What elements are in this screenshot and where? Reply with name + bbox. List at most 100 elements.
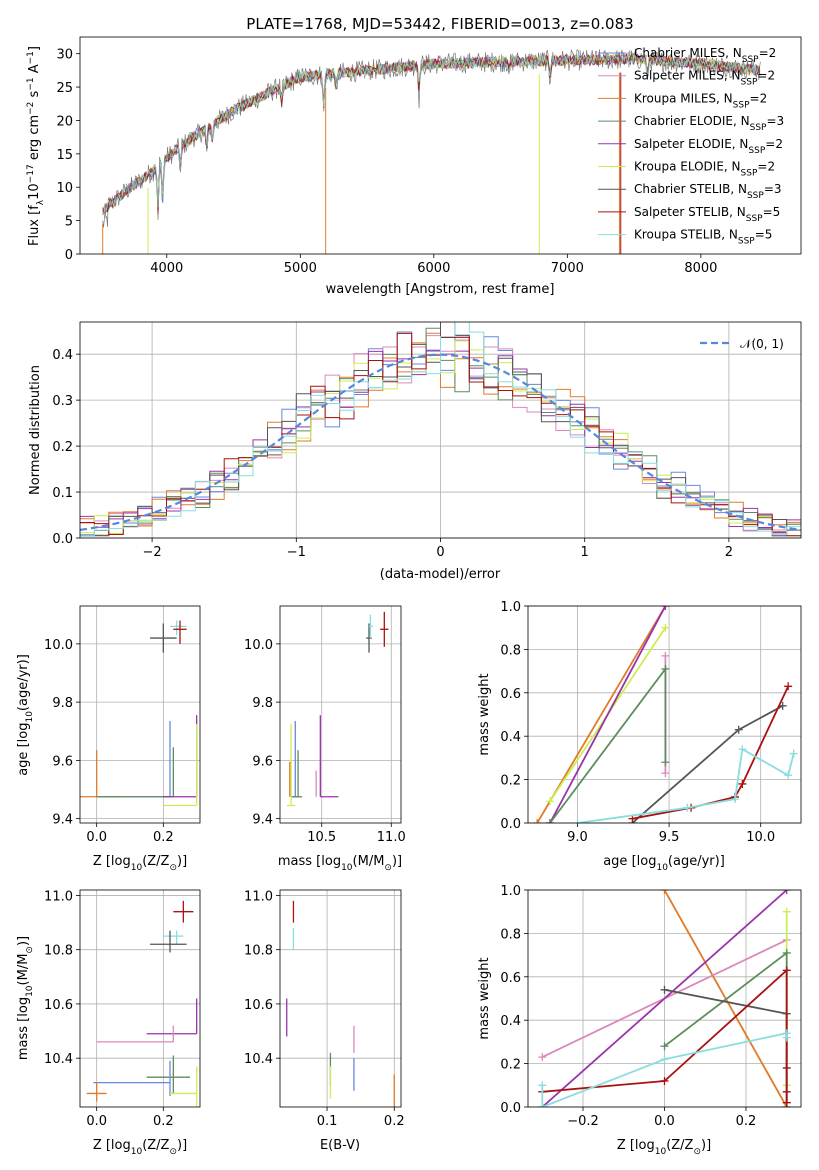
mass-weight-marker [661, 758, 670, 767]
y-tick-label: 0.0 [500, 1101, 521, 1116]
y-tick-label: 0.4 [500, 1014, 521, 1029]
y-tick-label: 20 [56, 114, 73, 129]
x-tick-label: 6000 [417, 261, 450, 276]
y-tick-label: 1.0 [500, 884, 521, 899]
axes-frame [79, 605, 201, 824]
mass-weight-marker [782, 966, 791, 975]
legend-entry: Chabrier ELODIE, NSSP=3 [634, 114, 784, 133]
mass_vs_Z-grid [80, 890, 200, 1107]
y-tick-label: 0.2 [52, 440, 73, 455]
legend-entry: Kroupa STELIB, NSSP=5 [634, 228, 772, 247]
mass-weight-marker [782, 948, 791, 957]
mass-weight-marker [661, 623, 670, 632]
mass-weight-marker [661, 651, 670, 660]
massweight_vs_age-plot-area [533, 606, 798, 823]
mass-weight-line [631, 705, 784, 823]
y-tick-label: 1.0 [500, 600, 521, 615]
x-tick-label: 9.0 [567, 830, 588, 845]
y-tick-label: 0.8 [500, 927, 521, 942]
mass_vs_Z-axes: 0.0 0.2 10.4 10.6 10.8 11.0 Z [log10(Z/Z⊙)] mas… [16, 889, 201, 1157]
x-tick-label: 4000 [150, 261, 183, 276]
y-tick-label: 10.0 [244, 638, 273, 653]
y-tick-label: 0.4 [52, 348, 73, 363]
mass-weight-marker [660, 1076, 669, 1085]
y-tick-label: 9.4 [252, 813, 273, 828]
massweight-age-x-label: age [log10(age/yr)] [603, 854, 725, 873]
axes-frame [79, 889, 201, 1108]
x-tick-label: −2 [143, 545, 162, 560]
y-tick-label: 10.4 [244, 1052, 273, 1067]
y-tick-label: 0.4 [500, 730, 521, 745]
axes-frame [79, 321, 802, 539]
x-tick-label: 5000 [284, 261, 317, 276]
x-tick-label: 0.0 [86, 830, 107, 845]
normal-curve [80, 353, 801, 531]
legend-entry: Salpeter MILES, NSSP=2 [634, 69, 775, 88]
mass-weight-marker [782, 1087, 791, 1096]
mass-weight-marker [661, 769, 670, 778]
massweight_vs_Z-axes: −0.2 0.0 0.2 0.0 0.2 0.4 0.6 0.8 1.0 Z [log10(Z/Z… [477, 884, 802, 1157]
mass_vs_ebv-plot-area [286, 900, 395, 1107]
mass-weight-marker [731, 795, 740, 804]
axes-frame [279, 605, 402, 824]
age_vs_Z-x-label: Z [log10(Z/Z⊙)] [93, 854, 187, 873]
massweight_vs_age-axes: 9.0 9.5 10.0 0.0 0.2 0.4 0.6 0.8 1.0 age [log10(a… [477, 600, 802, 873]
y-tick-label: 15 [56, 148, 73, 163]
y-tick-label: 0.2 [500, 1058, 521, 1073]
y-tick-label: 0.6 [500, 687, 521, 702]
mass-weight-line [632, 685, 790, 820]
age_vs_Z-axes: 0.0 0.2 9.4 9.6 9.8 10.0 Z [log10(Z/Z⊙)] age [l… [16, 605, 201, 873]
age_vs_mass-plot-area [286, 611, 389, 807]
mass-weight-marker [660, 1055, 669, 1064]
mass-weight-marker [782, 1063, 791, 1072]
spectrum-plot-area [102, 47, 761, 254]
axes-frame [527, 605, 802, 824]
mass_vs_ebv-axes: 0.1 0.2 10.4 10.6 10.8 11.0 E(B-V) [244, 889, 405, 1153]
y-tick-label: 10.8 [244, 944, 273, 959]
ebv-x-label: E(B-V) [320, 1138, 360, 1153]
age_vs_mass-axes: 10.5 11.0 9.4 9.6 9.8 10.0 mass [log10(M/M⊙)] [244, 605, 406, 873]
x-tick-label: 9.5 [659, 830, 680, 845]
y-tick-label: 10.6 [244, 998, 273, 1013]
spectrum-y-label: Flux [fλ10−17 erg cm−2 s−1 A−1] [26, 46, 46, 246]
mass-weight-line [549, 606, 667, 823]
mass_vs_Z-plot-area [86, 900, 198, 1107]
mass-weight-marker [782, 890, 791, 894]
mass-weight-marker [782, 907, 791, 916]
axes-frame [279, 889, 402, 1108]
massweight_vs_Z-plot-area [538, 890, 791, 1107]
y-tick-label: 0.6 [500, 971, 521, 986]
x-tick-label: 0.2 [153, 830, 174, 845]
y-tick-label: 5 [65, 215, 73, 230]
mass-weight-line [577, 747, 795, 823]
legend-entry: Salpeter ELODIE, NSSP=2 [634, 137, 783, 156]
age_vs_mass-x-label: mass [log10(M/M⊙)] [278, 854, 402, 873]
mass-weight-marker [533, 819, 542, 823]
mass-weight-marker [573, 819, 582, 823]
residuals-axes: −2 −1 0 1 2 0.0 0.1 0.2 0.3 0.4 (data-model)/error… [28, 321, 802, 582]
y-tick-label: 11.0 [44, 889, 73, 904]
y-tick-label: 11.0 [244, 889, 273, 904]
y-tick-label: 10.4 [44, 1052, 73, 1067]
legend-entry: Kroupa MILES, NSSP=2 [634, 91, 767, 110]
residuals-plot-area [80, 322, 801, 537]
legend-entry: Salpeter STELIB, NSSP=5 [634, 205, 780, 224]
x-tick-label: 11.0 [377, 830, 406, 845]
residuals-legend: 𝒩(0, 1) [700, 337, 784, 351]
figure-title: PLATE=1768, MJD=53442, FIBERID=0013, z=0… [246, 15, 633, 33]
y-tick-label: 0.8 [500, 643, 521, 658]
residuals-x-label: (data-model)/error [380, 567, 501, 582]
y-tick-label: 9.8 [52, 696, 73, 711]
x-tick-label: 0.2 [736, 1114, 757, 1129]
mass_vs_Z-x-label: Z [log10(Z/Z⊙)] [93, 1138, 187, 1157]
mass-weight-marker [660, 890, 669, 894]
y-tick-label: 0.2 [500, 774, 521, 789]
legend-entry: Chabrier MILES, NSSP=2 [634, 46, 776, 65]
x-tick-label: 0.1 [317, 1114, 338, 1129]
x-tick-label: 0.2 [384, 1114, 405, 1129]
x-tick-label: 8000 [684, 261, 717, 276]
mass-weight-marker [545, 819, 554, 823]
massweight_vs_Z-x-label: Z [log10(Z/Z⊙)] [617, 1138, 711, 1157]
x-tick-label: 10.0 [746, 830, 775, 845]
